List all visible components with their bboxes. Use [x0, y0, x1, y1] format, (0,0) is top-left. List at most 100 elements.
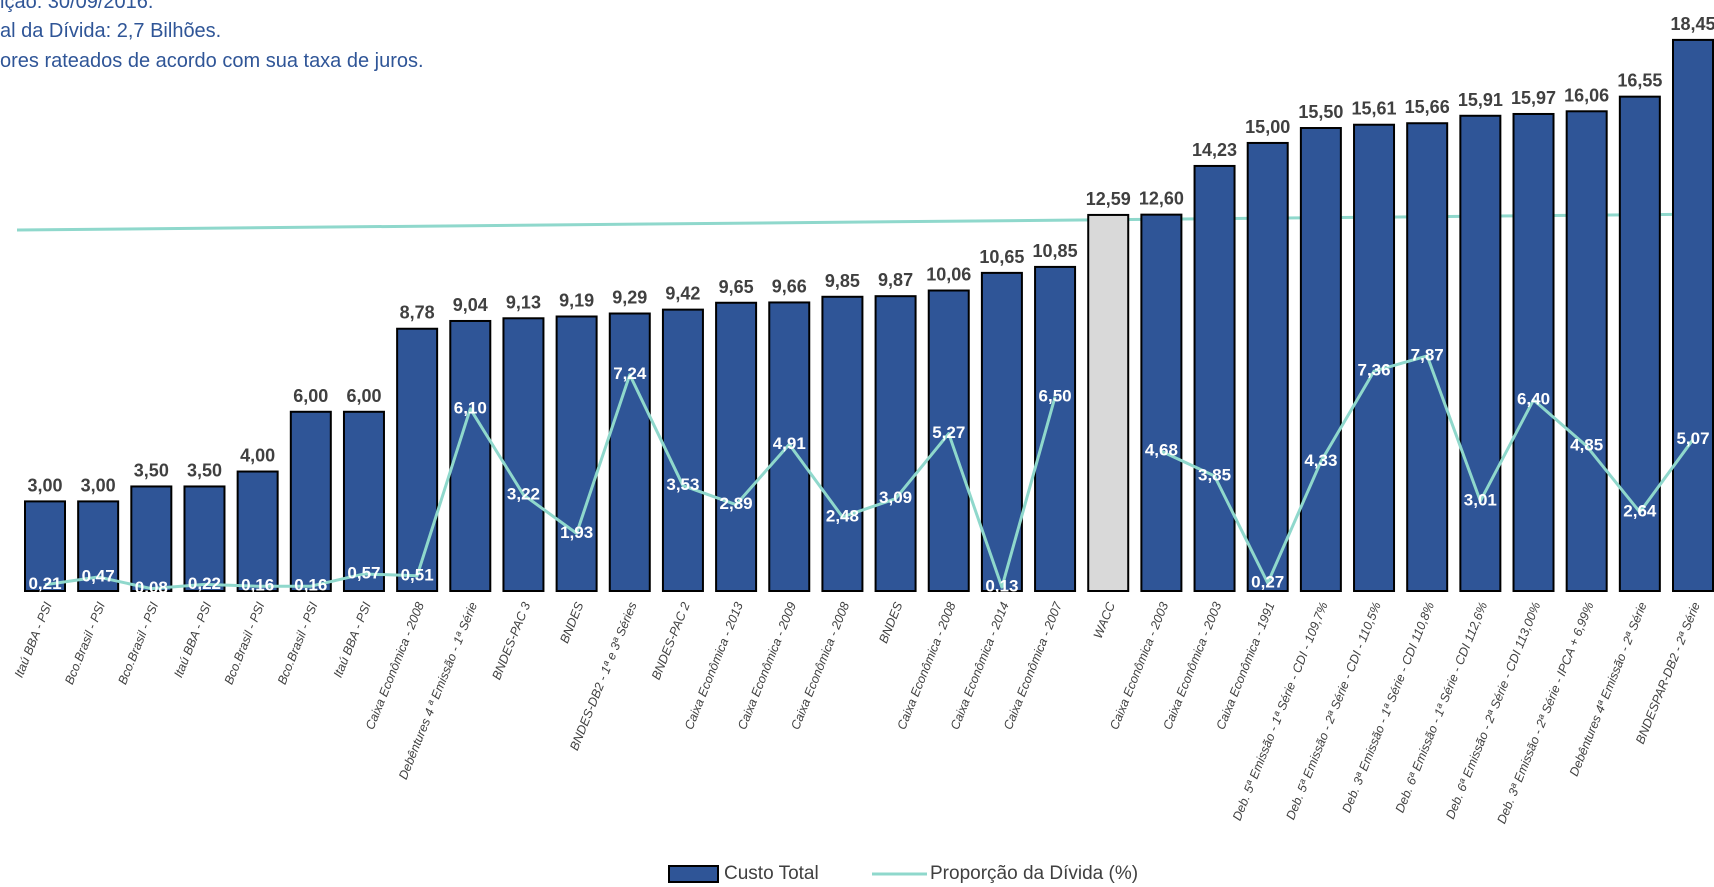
x-tick-label: Caixa Econômica - 2003 [1160, 600, 1224, 732]
x-tick-label: Deb. 5ª Emissão - 2ª Série - CDI - 110,5… [1283, 600, 1383, 822]
x-tick-label: Caixa Econômica - 2014 [948, 600, 1012, 732]
line-value-label: 0,16 [294, 576, 327, 595]
bar [502, 317, 545, 592]
line-value-label: 6,50 [1039, 386, 1072, 405]
bar-value-label: 9,65 [719, 277, 754, 297]
x-tick-label: Itaú BBA - PSI [12, 600, 55, 680]
line-value-label: 2,48 [826, 506, 859, 525]
bar [715, 301, 758, 592]
bar-value-label: 18,45 [1670, 14, 1714, 34]
bar-value-label: 9,66 [772, 276, 807, 296]
bar-value-label: 9,04 [453, 295, 488, 315]
bar [24, 500, 66, 593]
bar-value-label: 8,78 [400, 303, 435, 323]
bar-value-label: 9,42 [665, 284, 700, 304]
line-value-label: 7,87 [1411, 345, 1444, 364]
x-tick-label: Caixa Econômica - 2003 [1107, 600, 1171, 732]
x-tick-label: BNDES-PAC 2 [649, 600, 693, 682]
bar-value-label: 12,59 [1086, 189, 1131, 209]
x-tick-label: Bco.Brasil - PSI [115, 600, 161, 687]
legend-label: Custo Total [724, 863, 819, 884]
x-tick-label: Caixa Econômica - 2009 [735, 600, 799, 732]
line-value-label: 4,85 [1570, 436, 1603, 455]
bar-value-label: 3,00 [27, 475, 62, 495]
line-value-label: 2,89 [720, 494, 753, 513]
bar-value-label: 16,55 [1617, 71, 1662, 91]
x-tick-label: BNDESPAR-DB2 - 2ª Série [1633, 600, 1703, 746]
line [44, 373, 1057, 591]
bar [289, 410, 332, 592]
bar [1299, 127, 1342, 592]
x-tick-label: Itaú BBA - PSI [331, 600, 374, 680]
bar-value-label: 9,13 [506, 292, 541, 312]
bar-value-label: 10,65 [979, 247, 1024, 267]
line-value-label: 3,85 [1198, 465, 1231, 484]
bar-value-label: 15,91 [1458, 90, 1503, 110]
bar-value-label: 15,97 [1511, 88, 1556, 108]
legend-label: Proporção da Dívida (%) [930, 863, 1138, 884]
line-value-label: 0,21 [28, 574, 61, 593]
bar-value-label: 16,06 [1564, 85, 1609, 105]
line-value-label: 1,93 [560, 523, 593, 542]
line-value-label: 0,13 [985, 577, 1018, 596]
bar-value-label: 3,50 [187, 460, 222, 480]
bar [1193, 164, 1236, 593]
bar [1672, 38, 1714, 592]
line-value-label: 3,22 [507, 484, 540, 503]
line-value-label: 2,64 [1623, 502, 1657, 521]
bar [396, 327, 439, 592]
bar [1512, 112, 1555, 592]
bar-value-label: 6,00 [346, 386, 381, 406]
line-value-label: 6,40 [1517, 389, 1550, 408]
line [1160, 354, 1695, 585]
bar-value-label: 14,23 [1192, 140, 1237, 160]
x-tick-label: Bco.Brasil - PSI [275, 600, 321, 687]
bar-value-label: 6,00 [293, 386, 328, 406]
x-tick-label: Caixa Econômica - 2008 [788, 600, 852, 732]
line-value-label: 4,91 [773, 434, 806, 453]
bar-value-label: 9,87 [878, 270, 913, 290]
note: ores rateados de acordo com sua taxa de … [0, 50, 424, 72]
bar-value-label: 9,85 [825, 271, 860, 291]
line-value-label: 3,01 [1464, 491, 1497, 510]
bar [927, 289, 970, 592]
x-tick-label: WACC [1091, 599, 1119, 640]
x-tick-label: Deb. 6ª Emissão - 2ª Série - CDI 113,00% [1443, 600, 1543, 821]
x-tick-label: Deb. 6ª Emissão - 1ª Série - CDI 112,6% [1393, 600, 1491, 815]
bar-value-label: 10,85 [1033, 241, 1078, 261]
line-value-label: 0,16 [241, 576, 274, 595]
line-value-label: 0,51 [401, 565, 434, 584]
line-value-label: 3,09 [879, 488, 912, 507]
x-tick-label: Bco.Brasil - PSI [222, 600, 268, 687]
x-tick-label: Bco.Brasil - PSI [62, 600, 108, 687]
x-tick-label: Deb. 3ª Emissão - 2ª Série - IPCA + 6,99… [1494, 600, 1596, 826]
x-tick-label: Caixa Econômica - 2013 [682, 600, 746, 732]
bar-value-label: 3,00 [81, 475, 116, 495]
x-tick-label: BNDES-PAC 3 [489, 600, 533, 682]
x-tick-label: Caixa Econômica - 2008 [363, 600, 427, 732]
x-tick-label: Caixa Econômica - 2007 [1001, 599, 1065, 731]
x-tick-label: Deb. 3ª Emissão - 1ª Série - CDI 110,8% [1339, 600, 1437, 815]
note: al da Dívida: 2,7 Bilhões. [0, 20, 221, 42]
bar-value-label: 15,00 [1245, 117, 1290, 137]
line-value-label: 0,27 [1251, 572, 1284, 591]
line-value-label: 4,33 [1304, 451, 1337, 470]
bar-value-label: 3,50 [134, 460, 169, 480]
line-value-label: 0,22 [188, 574, 221, 593]
bar [1140, 213, 1183, 592]
bar [555, 315, 598, 592]
x-tick-label: BNDES [557, 600, 586, 646]
bar [1459, 114, 1502, 592]
bar [1353, 123, 1396, 592]
line-value-label: 0,08 [135, 578, 168, 597]
bar [661, 308, 704, 592]
bar [449, 319, 492, 592]
bar-value-label: 12,60 [1139, 189, 1184, 209]
x-tick-label: BNDES [876, 600, 905, 646]
bar [183, 485, 226, 592]
line-value-label: 0,57 [347, 563, 380, 582]
bar [1087, 213, 1130, 592]
bar [1034, 265, 1077, 592]
